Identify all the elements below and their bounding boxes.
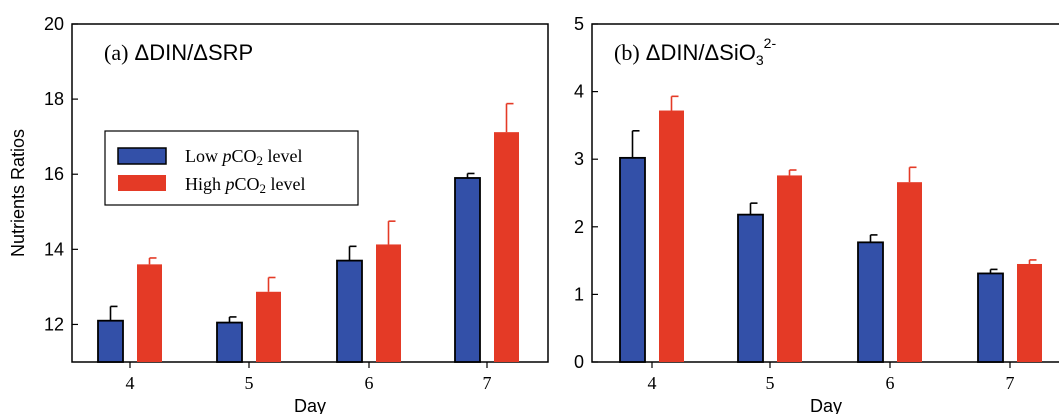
panel-b-y-tick-label: 5 [574,14,584,34]
panel-b-low-day-6-bar [857,241,884,363]
panel-a-x-tick-label: 7 [483,373,492,393]
panel-b-low-day-5-bar [737,213,764,363]
panel-b-high-day-7-bar [1017,263,1042,362]
panel-a-high-day-7-bar [494,132,519,362]
panel-a-x-tick-label: 6 [365,373,374,393]
panel-a-y-ticks: 12 14 16 18 20 [44,14,78,334]
panel-a-high-day-6-bar [376,244,401,362]
panel-b-x-tick-label: 5 [766,373,775,393]
panel-b-y-tick-label: 0 [574,352,584,372]
panel-b-x-tick-label: 7 [1006,373,1015,393]
panel-b-frame [591,23,1059,363]
panel-a-y-tick-label: 18 [44,89,64,109]
panel-b-x-tick-label: 6 [886,373,895,393]
panel-b-high-day-4-bar [659,110,684,362]
panel-a-y-tick-label: 14 [44,239,64,259]
panel-a-x-label: Day [294,396,326,414]
panel-b-x-tick-label: 4 [648,373,657,393]
panel-a-frame [71,23,549,363]
panel-a-x-tick-label: 4 [126,373,135,393]
panel-a-x-ticks: 4 5 6 7 [126,362,492,393]
legend-low-swatch [117,147,167,165]
panel-b-y-tick-label: 1 [574,284,584,304]
legend-box [104,130,359,206]
panel-b-y-tick-label: 3 [574,149,584,169]
legend-high-label: High pCO2 level [185,174,306,196]
legend: Low pCO2 level High pCO2 level [104,130,359,206]
panel-a-y-tick-label: 12 [44,314,64,334]
panel-b-x-label: Day [810,396,842,414]
panel-a-high-day-5-bar [256,291,281,362]
panel-b-high-day-6-bar [897,182,922,362]
panel-a-title: (a) ΔDIN/ΔSRP [104,40,253,65]
panel-a-low-day-6-bar [336,259,363,363]
panel-b-bars [619,95,1042,363]
panel-a-high-day-4-bar [137,264,162,362]
panel-a-y-tick-label: 20 [44,14,64,34]
panel-a-bars [97,102,519,363]
panel-b-y-tick-label: 2 [574,217,584,237]
panel-b-y-tick-label: 4 [574,82,584,102]
panel-b-y-ticks: 0 1 2 3 4 5 [574,14,598,372]
legend-high-swatch [118,175,166,191]
panel-a-low-day-4-bar [97,319,124,363]
panel-b-low-day-7-bar [977,272,1004,363]
panel-a-y-tick-label: 16 [44,164,64,184]
panel-a-y-label: Nutrients Ratios [8,129,28,257]
legend-low-label: Low pCO2 level [185,146,303,168]
panel-b-low-day-4-bar [619,156,646,363]
panel-b-title: (b) ΔDIN/ΔSiO32- [614,35,776,68]
panel-a-chart: 12 14 16 18 20 4 5 6 7 (a) ΔDIN/ΔSRP Day Nutrie… [8,14,549,414]
panel-b-chart: 0 1 2 3 4 5 4 5 6 7 (b) ΔDIN/ΔSiO32- Day [574,14,1059,414]
panel-a-x-tick-label: 5 [245,373,254,393]
panel-a-low-day-7-bar [454,177,481,363]
panel-a-low-day-5-bar [216,321,243,363]
panel-b-x-ticks: 4 5 6 7 [648,362,1015,393]
panel-b-high-day-5-bar [777,175,802,362]
